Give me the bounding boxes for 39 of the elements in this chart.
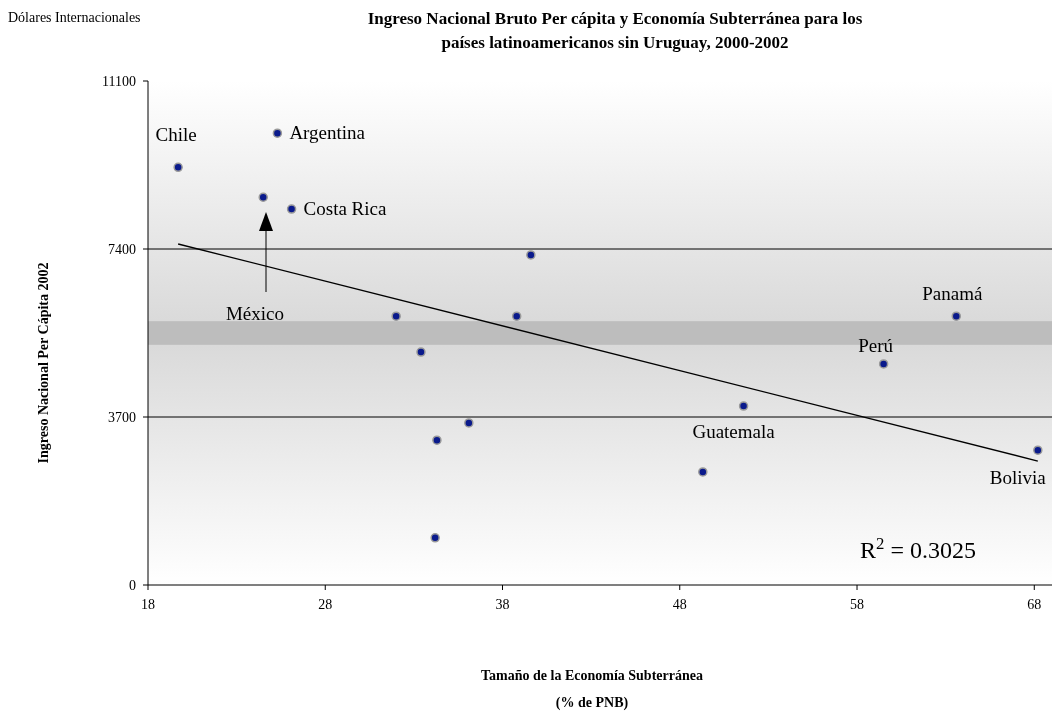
y-tick-label: 7400	[108, 242, 136, 257]
annotation: R$^{2}$ = 0.3025	[860, 533, 976, 563]
annotation: Costa Rica	[303, 198, 387, 220]
x-tick-label: 38	[495, 597, 510, 612]
x-tick-label: 48	[672, 597, 687, 612]
annotation: Perú	[858, 334, 894, 356]
annotation: Bolivia	[989, 467, 1047, 489]
x-tick-label: 18	[141, 597, 155, 612]
chart-title: Ingreso Nacional Bruto Per cápita y Economía Subterránea para los países latinoamericanos sin Uruguay, 2000-2002	[367, 9, 863, 52]
x-tick-label: 28	[318, 597, 333, 612]
point	[464, 418, 474, 428]
point	[258, 192, 268, 202]
point	[173, 162, 183, 173]
point	[286, 204, 297, 214]
annotation: Guatemala	[692, 421, 776, 443]
y-tick-label: 0	[129, 578, 136, 593]
point	[738, 401, 749, 411]
y-tick-label: 3700	[108, 410, 136, 425]
x-axis-title: Tamaño de la Economía Subterránea (% de PNB)	[481, 668, 703, 711]
point	[416, 347, 426, 357]
point	[272, 128, 283, 138]
text: Dólares Internacionales	[8, 10, 141, 25]
point	[526, 250, 536, 260]
annotation: Chile	[155, 124, 197, 146]
point	[878, 359, 889, 369]
point	[511, 311, 522, 321]
x-tick-label: 68	[1027, 597, 1042, 612]
point	[698, 467, 708, 477]
point	[391, 311, 401, 321]
annotation: Panamá	[922, 283, 983, 305]
x-tick-label: 58	[850, 597, 865, 612]
point	[951, 311, 962, 321]
annotation: Argentina	[289, 122, 366, 144]
point	[430, 533, 440, 543]
point	[1033, 445, 1043, 455]
y-tick-label: 11100	[102, 74, 136, 89]
annotation: México	[225, 303, 285, 324]
point	[432, 435, 442, 445]
y-axis-title: Ingreso Nacional Per Cápita 2002	[36, 262, 51, 464]
